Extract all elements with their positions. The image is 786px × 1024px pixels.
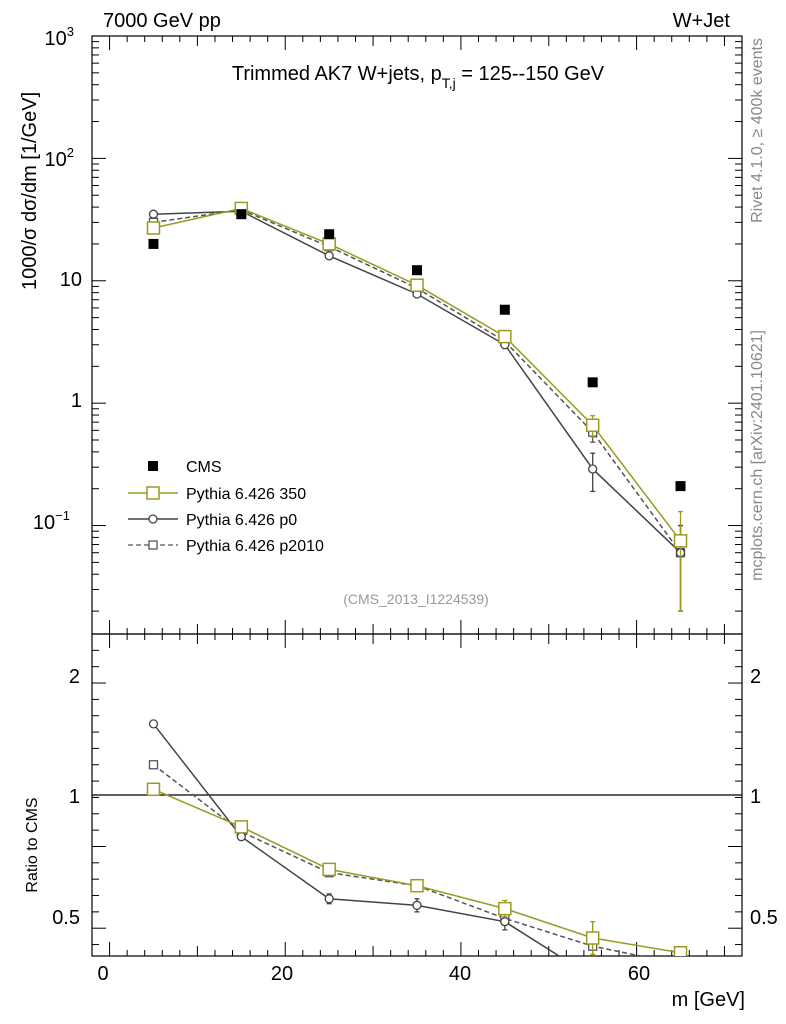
legend-p0-marker bbox=[148, 514, 158, 524]
ratio-point-pythia-6-426-p2010 bbox=[677, 960, 685, 968]
legend-cms-marker bbox=[148, 461, 158, 471]
header-right: W+Jet bbox=[673, 10, 731, 32]
main-data bbox=[146, 201, 688, 612]
ratio-point-pythia-6-426-350 bbox=[498, 901, 512, 916]
ratio-ytick-labels: 2 1 0.5 2 1 0.5 bbox=[52, 666, 778, 929]
main-point-pythia-6-426-p0 bbox=[148, 209, 159, 219]
title-prefix: Trimmed AK7 W+jets, p bbox=[232, 63, 442, 85]
main-point-cms bbox=[324, 229, 335, 240]
ratio-point-pythia-6-426-350 bbox=[322, 862, 336, 877]
ratio-ytick-1-left: 1 bbox=[69, 786, 80, 808]
main-point-cms bbox=[587, 377, 598, 388]
ratio-ytick-2-right: 2 bbox=[750, 666, 761, 688]
ytick-label-0.1: 10−1 bbox=[33, 508, 70, 534]
ratio-ytick-2-left: 2 bbox=[69, 666, 80, 688]
analysis-watermark: (CMS_2013_I1224539) bbox=[343, 591, 489, 607]
ratio-line-pythia-6-426-350 bbox=[153, 788, 681, 954]
title-suffix: = 125--150 GeV bbox=[456, 63, 605, 85]
ratio-point-pythia-6-426-p0 bbox=[500, 917, 510, 927]
main-point-pythia-6-426-p0 bbox=[324, 251, 334, 261]
ratio-ytick-1-right: 1 bbox=[750, 786, 761, 808]
main-ticks bbox=[92, 35, 742, 634]
main-point-pythia-6-426-350 bbox=[322, 237, 336, 251]
ratio-ytick-0.5-left: 0.5 bbox=[52, 907, 80, 929]
rivet-label: Rivet 4.1.0, ≥ 400k events bbox=[749, 38, 766, 223]
ratio-point-pythia-6-426-p0 bbox=[148, 719, 159, 729]
legend-350-label: Pythia 6.426 350 bbox=[186, 486, 306, 503]
ratio-point-pythia-6-426-p0 bbox=[236, 832, 246, 842]
main-point-pythia-6-426-350 bbox=[498, 329, 512, 344]
ratio-point-pythia-6-426-350 bbox=[410, 878, 424, 893]
ratio-point-pythia-6-426-350 bbox=[234, 820, 249, 834]
xlabel: m [GeV] bbox=[672, 989, 745, 1011]
xtick-label-0: 0 bbox=[97, 963, 108, 985]
ratio-point-pythia-6-426-p0 bbox=[412, 900, 422, 910]
main-point-pythia-6-426-350 bbox=[673, 534, 688, 548]
ratio-ylabel: Ratio to CMS bbox=[24, 797, 41, 892]
legend-350-marker bbox=[146, 486, 160, 500]
ratio-point-pythia-6-426-p2010 bbox=[148, 760, 159, 770]
legend-p2010-label: Pythia 6.426 p2010 bbox=[186, 538, 324, 555]
main-point-pythia-6-426-350 bbox=[585, 418, 600, 433]
legend-p0-label: Pythia 6.426 p0 bbox=[186, 512, 297, 529]
title-subscript: T,j bbox=[442, 75, 456, 91]
ratio-point-pythia-6-426-p0 bbox=[324, 894, 334, 904]
xtick-label-40: 40 bbox=[449, 963, 471, 985]
main-point-pythia-6-426-p0 bbox=[588, 464, 598, 474]
xtick-label-20: 20 bbox=[271, 963, 293, 985]
main-point-cms bbox=[675, 481, 686, 492]
main-ylabel: 1000/σ dσ/dm [1/GeV] bbox=[19, 92, 41, 290]
main-point-pythia-6-426-350 bbox=[146, 221, 161, 235]
ratio-point-pythia-6-426-p0 bbox=[589, 973, 597, 981]
ratio-ticks bbox=[92, 634, 742, 956]
ratio-ytick-0.5-right: 0.5 bbox=[750, 907, 778, 929]
ratio-point-pythia-6-426-350 bbox=[585, 931, 600, 945]
ytick-label-10: 10 bbox=[60, 269, 82, 291]
main-point-cms bbox=[499, 304, 510, 315]
ytick-label-100: 102 bbox=[45, 145, 74, 171]
main-point-pythia-6-426-350 bbox=[410, 278, 424, 292]
legend-p2010-marker bbox=[148, 540, 158, 550]
ratio-point-pythia-6-426-p0 bbox=[677, 960, 685, 968]
legend-cms-label: CMS bbox=[186, 459, 222, 476]
mcplots-label: mcplots.cern.ch [arXiv:2401.10621] bbox=[749, 330, 766, 581]
ytick-label-1000: 103 bbox=[45, 24, 74, 50]
legend: CMS Pythia 6.426 350 Pythia 6.426 p0 Pyt… bbox=[128, 459, 324, 555]
ratio-data bbox=[146, 719, 688, 981]
plot-title: Trimmed AK7 W+jets, pT,j = 125--150 GeV bbox=[232, 63, 605, 91]
ratio-point-pythia-6-426-350 bbox=[673, 945, 688, 956]
ratio-point-pythia-6-426-350 bbox=[146, 782, 161, 797]
main-ytick-labels: 103 102 10 1 10−1 bbox=[33, 24, 82, 534]
main-point-cms bbox=[412, 265, 422, 276]
ytick-label-1: 1 bbox=[71, 390, 82, 412]
header-left: 7000 GeV pp bbox=[103, 10, 221, 32]
xtick-labels: 0 20 40 60 bbox=[97, 963, 650, 985]
main-point-cms bbox=[148, 238, 159, 249]
xtick-label-60: 60 bbox=[628, 963, 650, 985]
main-point-cms bbox=[236, 209, 247, 220]
